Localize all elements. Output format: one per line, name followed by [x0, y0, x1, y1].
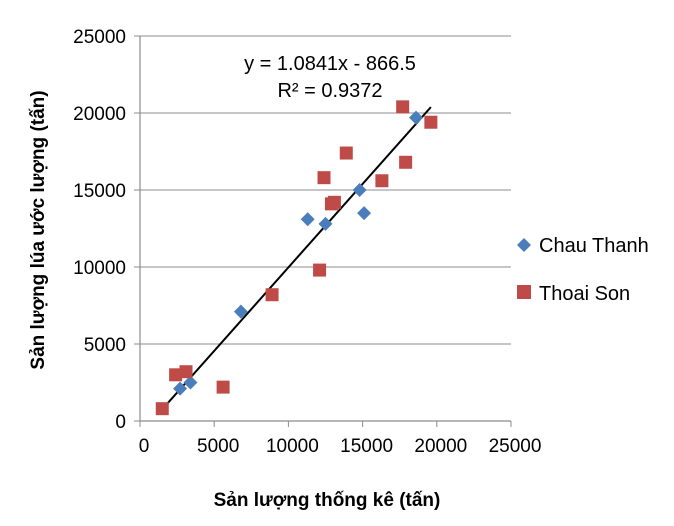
point-thoai-son — [339, 146, 353, 160]
point-thoai-son — [396, 100, 410, 114]
y-tick-label: 25000 — [73, 27, 126, 48]
point-thoai-son — [375, 174, 389, 188]
trendline-equation: y = 1.0841x - 866.5 — [244, 53, 416, 75]
axes — [139, 36, 511, 422]
point-thoai-son — [216, 380, 230, 394]
legend-label-chau-thanh: Chau Thanh — [539, 235, 649, 257]
y-tick-label: 20000 — [73, 104, 126, 125]
point-chau-thanh — [409, 110, 424, 125]
point-thoai-son — [317, 171, 331, 185]
legend-marker-chau-thanh — [517, 238, 531, 252]
point-chau-thanh — [352, 183, 367, 197]
legend-marker-thoai-son — [517, 285, 531, 299]
x-axis-title: Sản lượng thống kê (tấn) — [214, 490, 441, 511]
gridlines — [134, 35, 512, 427]
x-tick-label: 20000 — [414, 436, 467, 457]
point-chau-thanh — [300, 212, 315, 227]
point-thoai-son — [399, 155, 413, 169]
point-chau-thanh — [173, 381, 188, 396]
r-squared-label: R² = 0.9372 — [277, 80, 382, 102]
trendline — [161, 106, 432, 410]
point-thoai-son — [265, 288, 279, 302]
x-tick-labels: 0 5000 10000 15000 20000 25000 — [139, 436, 542, 457]
y-tick-labels: 0 5000 10000 15000 20000 25000 — [73, 27, 126, 433]
data-points — [155, 100, 438, 416]
point-thoai-son — [327, 195, 341, 209]
legend: Chau Thanh Thoai Son — [517, 235, 649, 305]
point-thoai-son — [424, 115, 438, 129]
point-chau-thanh — [357, 206, 372, 221]
point-thoai-son — [179, 365, 193, 379]
y-axis-title: Sản lượng lúa ước lượng (tấn) — [28, 90, 49, 369]
point-chau-thanh — [318, 216, 333, 231]
x-tick-label: 5000 — [197, 436, 239, 457]
point-thoai-son — [155, 402, 169, 416]
x-tick-label: 10000 — [266, 436, 319, 457]
point-chau-thanh — [233, 304, 248, 319]
x-tick-label: 25000 — [489, 436, 542, 457]
point-thoai-son — [313, 263, 327, 277]
y-tick-label: 0 — [115, 412, 126, 433]
x-tick-label: 0 — [139, 436, 150, 457]
y-tick-label: 15000 — [73, 181, 126, 202]
point-thoai-son — [169, 368, 183, 382]
legend-label-thoai-son: Thoai Son — [539, 283, 630, 305]
point-chau-thanh — [183, 375, 198, 390]
y-tick-label: 10000 — [73, 258, 126, 279]
y-tick-label: 5000 — [84, 335, 126, 356]
x-tick-label: 15000 — [340, 436, 393, 457]
